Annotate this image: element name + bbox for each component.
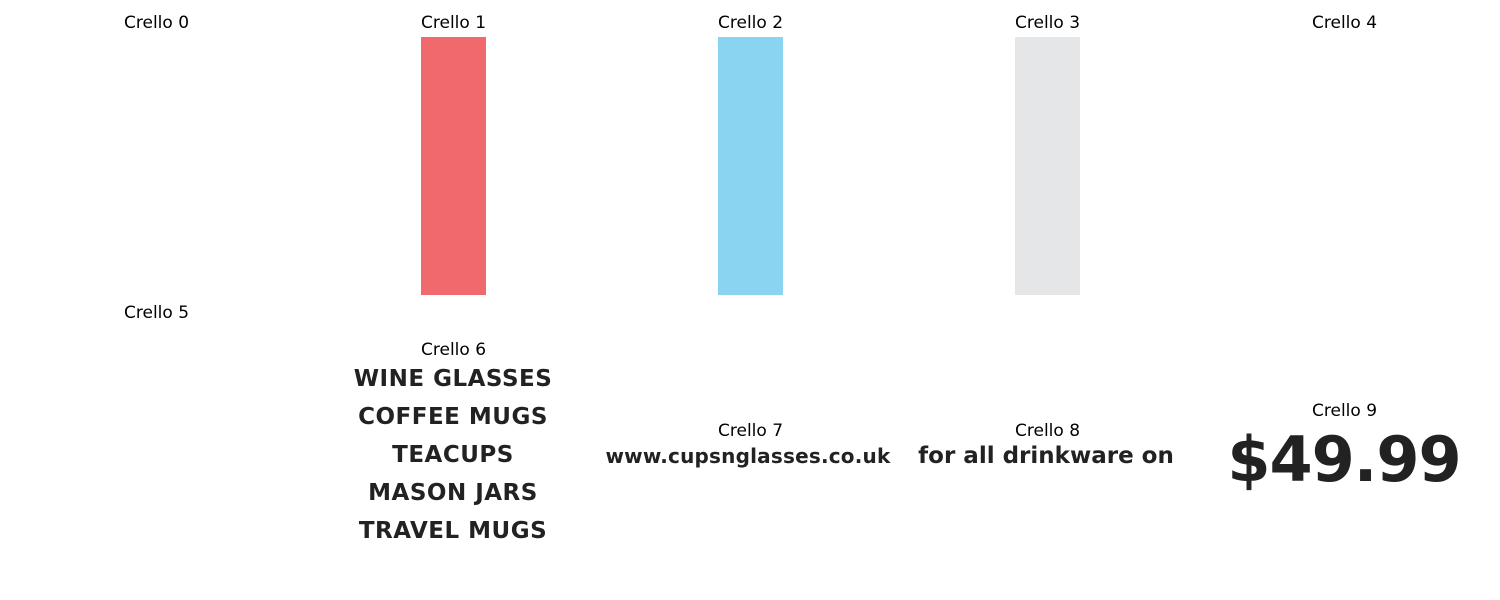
product-list-item: MASON JARS	[368, 480, 538, 506]
promo-text: for all drinkware on	[918, 443, 1174, 469]
price-text: $49.99	[1227, 423, 1461, 496]
crello-label: Crello 0	[124, 13, 190, 33]
crello-label: Crello 9	[1312, 401, 1378, 421]
crello-label: Crello 2	[718, 13, 784, 33]
product-list-item: TEACUPS	[392, 442, 514, 468]
crello-label: Crello 4	[1312, 13, 1378, 33]
crello-label: Crello 6	[421, 340, 487, 360]
product-list-item: TRAVEL MUGS	[358, 518, 548, 544]
product-list-item: WINE GLASSES	[353, 366, 553, 392]
crello-label: Crello 3	[1015, 13, 1081, 33]
red-swatch	[421, 37, 486, 295]
crello-label: Crello 5	[124, 303, 190, 323]
crello-label: Crello 8	[1015, 421, 1081, 441]
product-list: WINE GLASSES COFFEE MUGS TEACUPS MASON J…	[303, 360, 603, 550]
crello-label: Crello 7	[718, 421, 784, 441]
product-list-item: COFFEE MUGS	[358, 404, 548, 430]
blue-swatch	[718, 37, 783, 295]
crello-label: Crello 1	[421, 13, 487, 33]
gray-swatch	[1015, 37, 1080, 295]
website-url-text: www.cupsnglasses.co.uk	[605, 444, 891, 468]
